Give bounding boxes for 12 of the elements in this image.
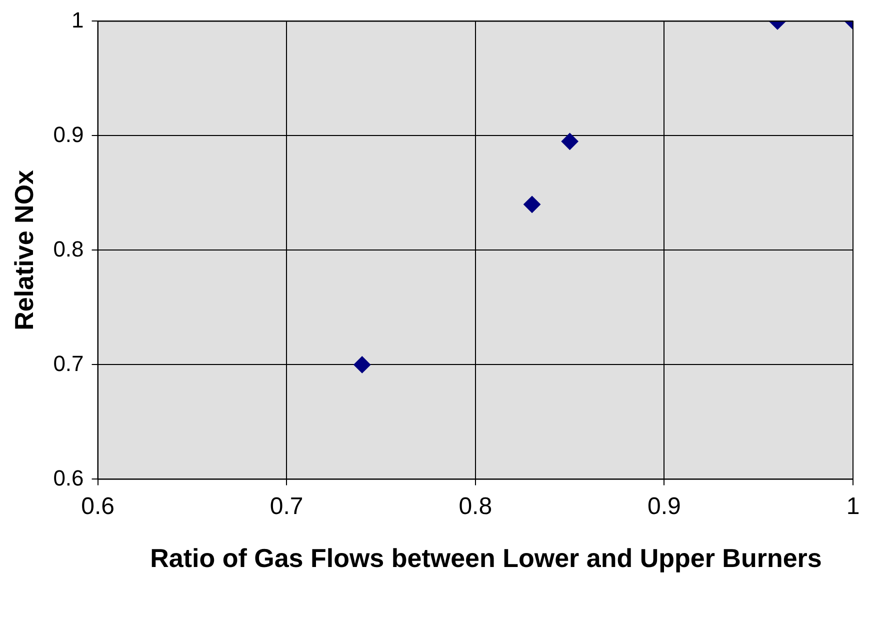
y-tick-label: 0.7	[53, 350, 84, 376]
x-tick-label: 0.6	[81, 493, 114, 520]
y-tick-label: 0.8	[53, 236, 84, 262]
x-tick-label: 0.7	[270, 493, 304, 520]
x-tick-label: 0.8	[458, 493, 492, 520]
x-tick-label: 0.9	[648, 493, 681, 520]
y-tick-label: 0.9	[53, 122, 84, 147]
y-tick-label: 1	[72, 7, 84, 32]
x-tick-label: 1	[846, 493, 860, 520]
y-tick-label: 0.6	[53, 465, 84, 490]
x-axis-title: Ratio of Gas Flows between Lower and Upper Burners	[149, 542, 823, 575]
y-axis-title: Relative NOx	[8, 169, 39, 330]
